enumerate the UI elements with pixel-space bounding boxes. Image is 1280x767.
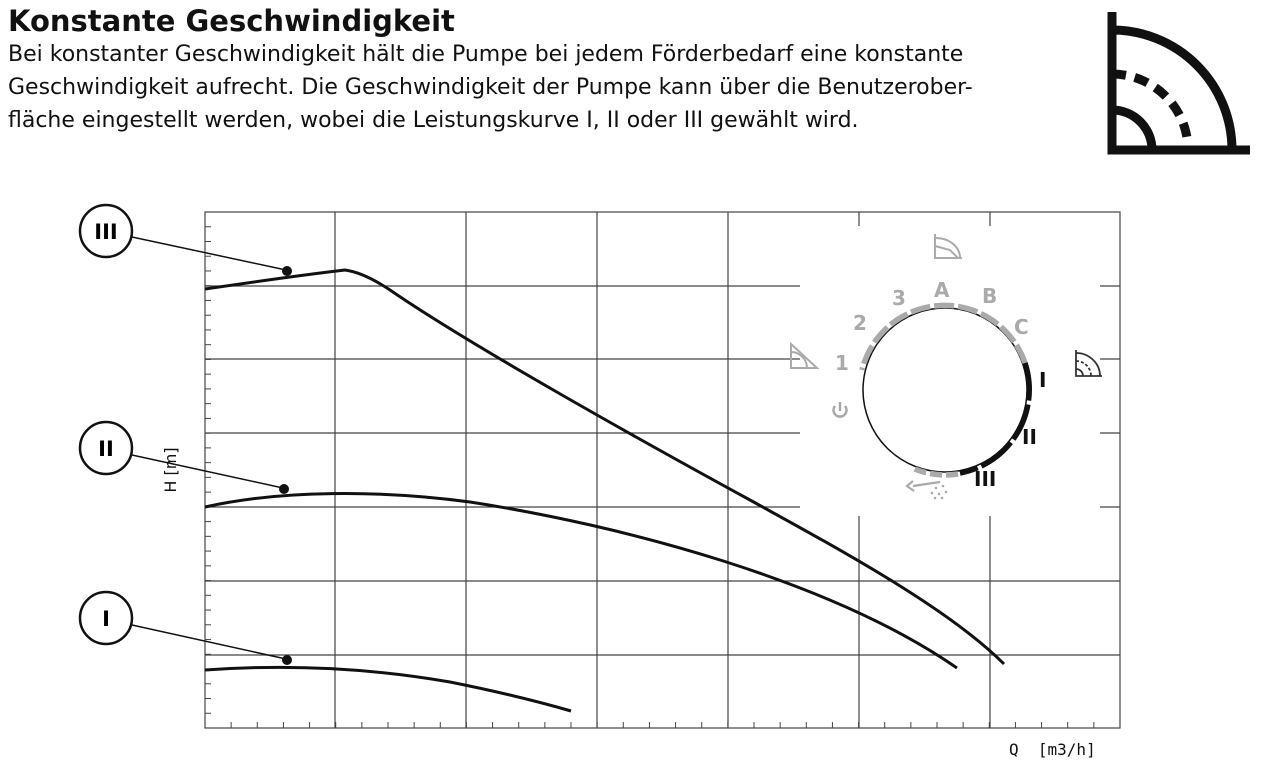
dial-setting-2: 2	[853, 311, 867, 335]
axis-ticks	[204, 211, 1121, 729]
callout-III: III	[78, 203, 292, 276]
description: Bei konstanter Geschwindigkeit hält die …	[8, 38, 1028, 137]
description-line: fläche eingestellt werden, wobei die Lei…	[8, 108, 859, 133]
dial-setting-III: III	[974, 467, 996, 491]
constant-curve-icon	[1075, 350, 1102, 377]
dial-setting-1: 1	[835, 351, 849, 375]
constant-pressure-icon	[934, 234, 962, 259]
dial-ring	[862, 307, 1028, 473]
dial-setting-B: B	[982, 284, 997, 308]
proportional-pressure-icon	[790, 341, 820, 369]
callout-label: III	[94, 220, 117, 244]
dial-setting-C: C	[1014, 315, 1029, 339]
curve-I	[204, 665, 572, 713]
dial-setting-A: A	[934, 278, 950, 302]
constant-speed-icon	[1107, 12, 1250, 155]
y-axis-label: H [m]	[161, 447, 180, 492]
dial-setting-3: 3	[892, 286, 906, 310]
performance-curves	[204, 268, 1006, 713]
power-icon	[832, 402, 848, 418]
description-line: Bei konstanter Geschwindigkeit hält die …	[8, 42, 964, 67]
dial-setting-I: I	[1039, 368, 1046, 392]
callout-I: I	[78, 590, 292, 665]
dial-setting-II: II	[1022, 425, 1037, 449]
air-vent-icon	[905, 480, 948, 500]
description-line: Geschwindigkeit aufrecht. Die Geschwindi…	[8, 75, 973, 100]
x-axis-label: Q [m3/h]	[1009, 740, 1096, 759]
control-dial: 1 2 3 A B C I II III	[790, 234, 1102, 500]
callout-II: II	[78, 420, 289, 494]
page-title: Konstante Geschwindigkeit	[8, 4, 455, 38]
curve-II	[204, 492, 958, 670]
curve-III	[204, 268, 1006, 666]
callout-label: I	[102, 607, 110, 631]
callout-label: II	[98, 437, 114, 461]
